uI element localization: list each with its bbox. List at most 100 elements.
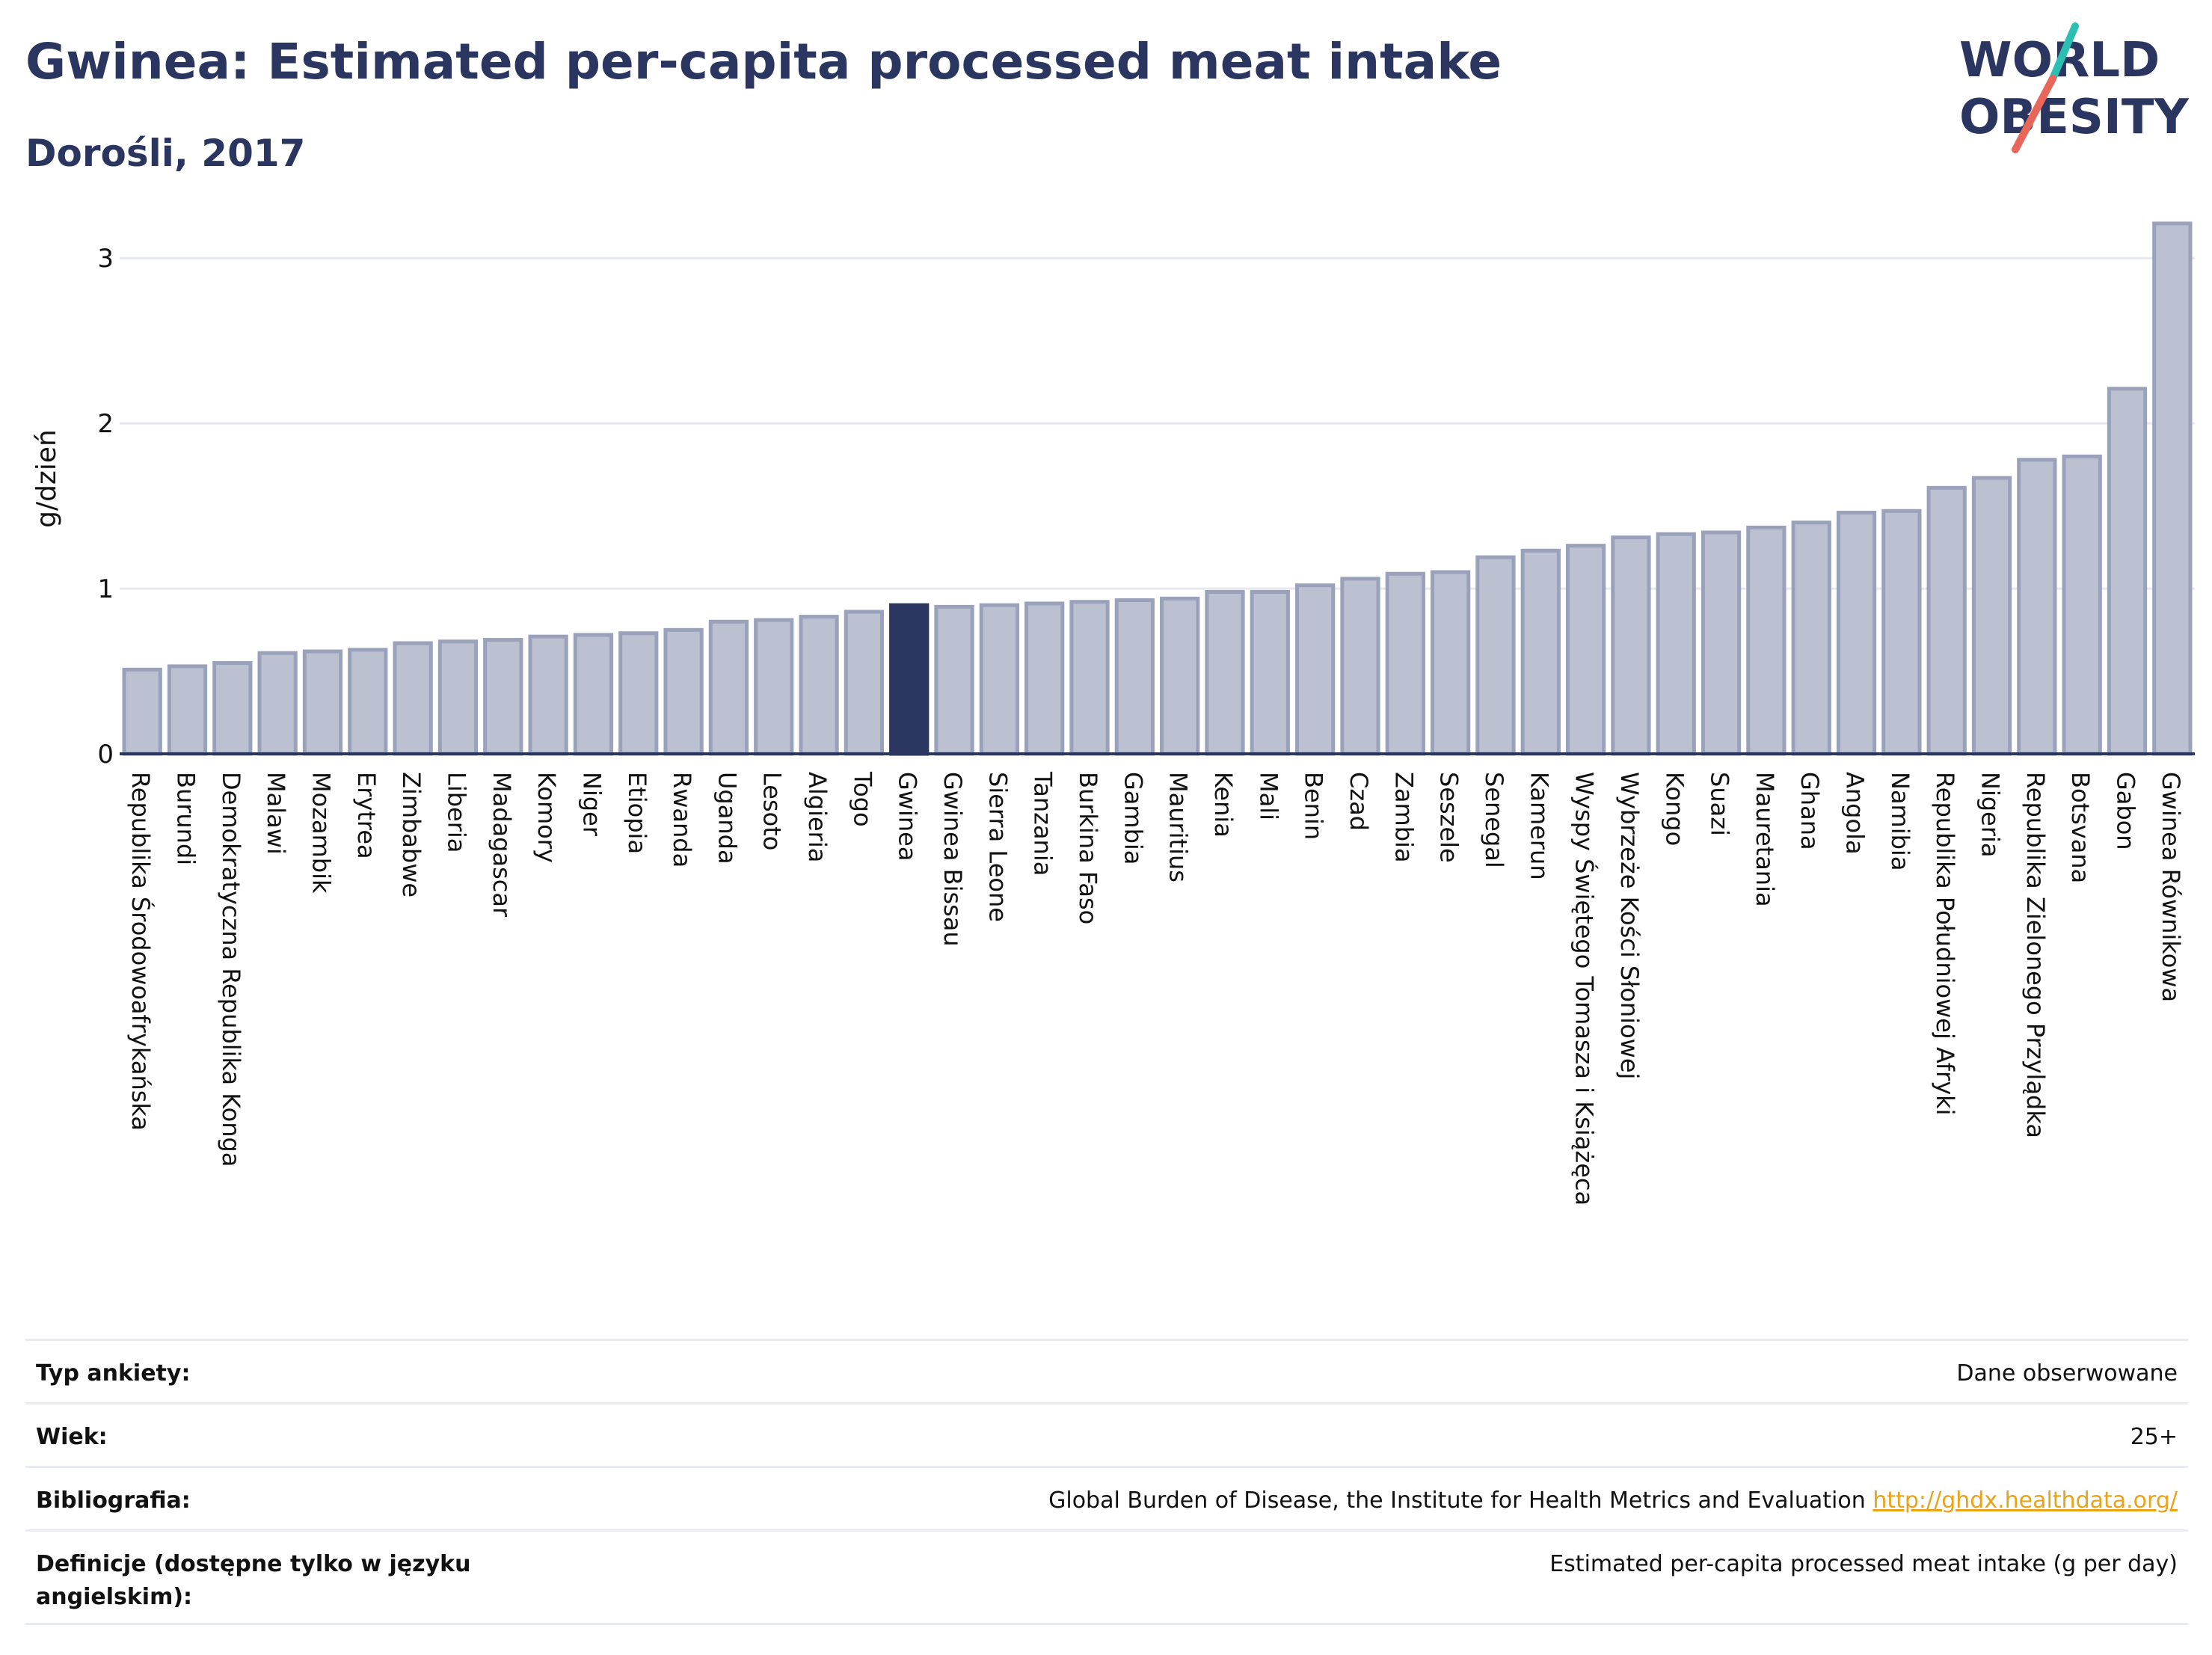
x-tick-label: Kenia (1209, 772, 1238, 838)
bar[interactable] (212, 660, 253, 756)
x-tick-label: Lesoto (758, 772, 787, 850)
bar[interactable] (1836, 510, 1877, 756)
x-tick-label: Botsvana (2066, 772, 2095, 883)
info-label: Typ ankiety: (36, 1360, 191, 1387)
bar[interactable] (2017, 458, 2057, 756)
bars (122, 221, 2193, 756)
bar[interactable] (1611, 535, 1651, 756)
info-value-text: Dane obserwowane (1956, 1360, 2178, 1387)
x-tick-label: Seszele (1435, 772, 1463, 863)
x-tick-label: Wyspy Świętego Tomasza i Książęca (1570, 772, 1600, 1206)
info-table: Typ ankiety: Dane obserwowane Wiek: 25+ Bibl… (25, 1339, 2188, 1625)
x-tick-label: Liberia (442, 772, 470, 853)
bar[interactable] (348, 648, 388, 756)
bar[interactable] (1746, 525, 1787, 756)
x-tick-label: Erytrea (352, 772, 381, 859)
info-value: Global Burden of Disease, the Institute … (1048, 1484, 2178, 1517)
bar[interactable] (708, 619, 749, 756)
y-tick-label: 2 (97, 409, 114, 439)
x-tick-label: Etiopia (623, 772, 651, 854)
x-tick-label: Madagascar (488, 772, 516, 918)
bar[interactable] (754, 618, 794, 756)
bar[interactable] (1565, 544, 1606, 756)
bar[interactable] (979, 603, 1019, 756)
x-tick-label: Tanzania (1029, 771, 1057, 876)
y-tick-label: 0 (97, 740, 114, 770)
logo-text-obesity: OBESITY (1959, 90, 2189, 145)
bar[interactable] (528, 634, 568, 756)
bar[interactable] (573, 633, 614, 756)
x-tick-labels: Republika Środowoafrykańska Burundi Demokr… (126, 771, 2185, 1206)
bar[interactable] (799, 615, 839, 756)
bar[interactable] (1701, 530, 1742, 756)
bar[interactable] (437, 639, 479, 756)
bar[interactable] (167, 664, 208, 756)
info-row: Wiek: 25+ (25, 1402, 2188, 1466)
info-value: 25+ (2130, 1421, 2178, 1454)
bar[interactable] (483, 638, 523, 756)
bar[interactable] (1520, 548, 1561, 756)
bar[interactable] (663, 627, 704, 756)
bar[interactable] (122, 667, 162, 756)
info-row: Definicje (dostępne tylko w języku angie… (25, 1529, 2188, 1625)
chart-subtitle: Dorośli, 2017 (25, 132, 306, 175)
x-tick-label: Senegal (1480, 772, 1508, 868)
bar[interactable] (1926, 485, 1967, 756)
x-tick-label: Sierra Leone (983, 772, 1012, 922)
x-tick-label: Gabon (2112, 772, 2140, 850)
info-label: Wiek: (36, 1424, 108, 1450)
x-tick-label: Gwinea (894, 772, 922, 861)
x-tick-label: Gwinea Bissau (938, 772, 967, 947)
x-tick-label: Republika Zielonego Przylądka (2021, 772, 2050, 1138)
bar[interactable] (844, 610, 885, 756)
x-tick-label: Kongo (1660, 772, 1689, 846)
info-value-text: 25+ (2130, 1424, 2178, 1450)
x-tick-label: Algieria (803, 772, 832, 862)
x-tick-label: Angola (1841, 772, 1870, 855)
info-value: Dane obserwowane (1956, 1357, 2178, 1390)
bar[interactable] (1791, 521, 1831, 756)
bar[interactable] (1114, 598, 1155, 756)
x-tick-label: Zambia (1389, 772, 1418, 863)
bar[interactable] (1475, 555, 1516, 756)
bar[interactable] (1340, 577, 1380, 756)
x-tick-label: Uganda (713, 772, 741, 865)
x-tick-label: Komory (532, 772, 561, 863)
bar[interactable] (1881, 509, 1922, 756)
x-tick-label: Gambia (1119, 772, 1147, 865)
bar[interactable] (1024, 601, 1065, 756)
x-tick-label: Wybrzeże Kości Słoniowej (1615, 772, 1644, 1079)
bar[interactable] (2152, 221, 2193, 756)
x-tick-label: Benin (1300, 772, 1328, 840)
x-tick-label: Mali (1254, 772, 1282, 820)
bar[interactable] (393, 641, 433, 756)
source-link[interactable]: http://ghdx.healthdata.org/ (1872, 1487, 2178, 1514)
bar[interactable] (302, 649, 343, 756)
bar[interactable] (1430, 570, 1471, 756)
bar-chart: Republika Środowoafrykańska Burundi Demokr… (31, 221, 2195, 1206)
info-label: Bibliografia: (36, 1487, 191, 1514)
bar[interactable] (1250, 589, 1290, 756)
info-label: Definicje (dostępne tylko w języku angie… (36, 1551, 471, 1610)
x-tick-label: Republika Południowej Afryki (1931, 772, 1959, 1116)
bar-highlighted[interactable] (889, 603, 930, 756)
bar[interactable] (1160, 596, 1200, 756)
bar[interactable] (257, 651, 298, 756)
bar[interactable] (1971, 476, 2012, 756)
x-tick-label: Czad (1345, 772, 1373, 831)
bar[interactable] (2062, 454, 2102, 756)
bar[interactable] (934, 604, 974, 756)
bar[interactable] (2107, 387, 2148, 756)
x-tick-label: Gwinea Równikowa (2157, 772, 2185, 1002)
bar[interactable] (1656, 532, 1696, 756)
x-tick-label: Burkina Faso (1074, 772, 1102, 924)
x-tick-label: Rwanda (668, 772, 696, 868)
x-tick-label: Mauritius (1164, 772, 1193, 882)
bar[interactable] (1205, 589, 1245, 756)
logo-coral-slash (2012, 75, 2056, 153)
bar[interactable] (1295, 583, 1336, 756)
bar[interactable] (1385, 571, 1425, 756)
bar[interactable] (618, 631, 659, 756)
logo-teal-slash (2049, 22, 2079, 82)
bar[interactable] (1069, 600, 1110, 756)
